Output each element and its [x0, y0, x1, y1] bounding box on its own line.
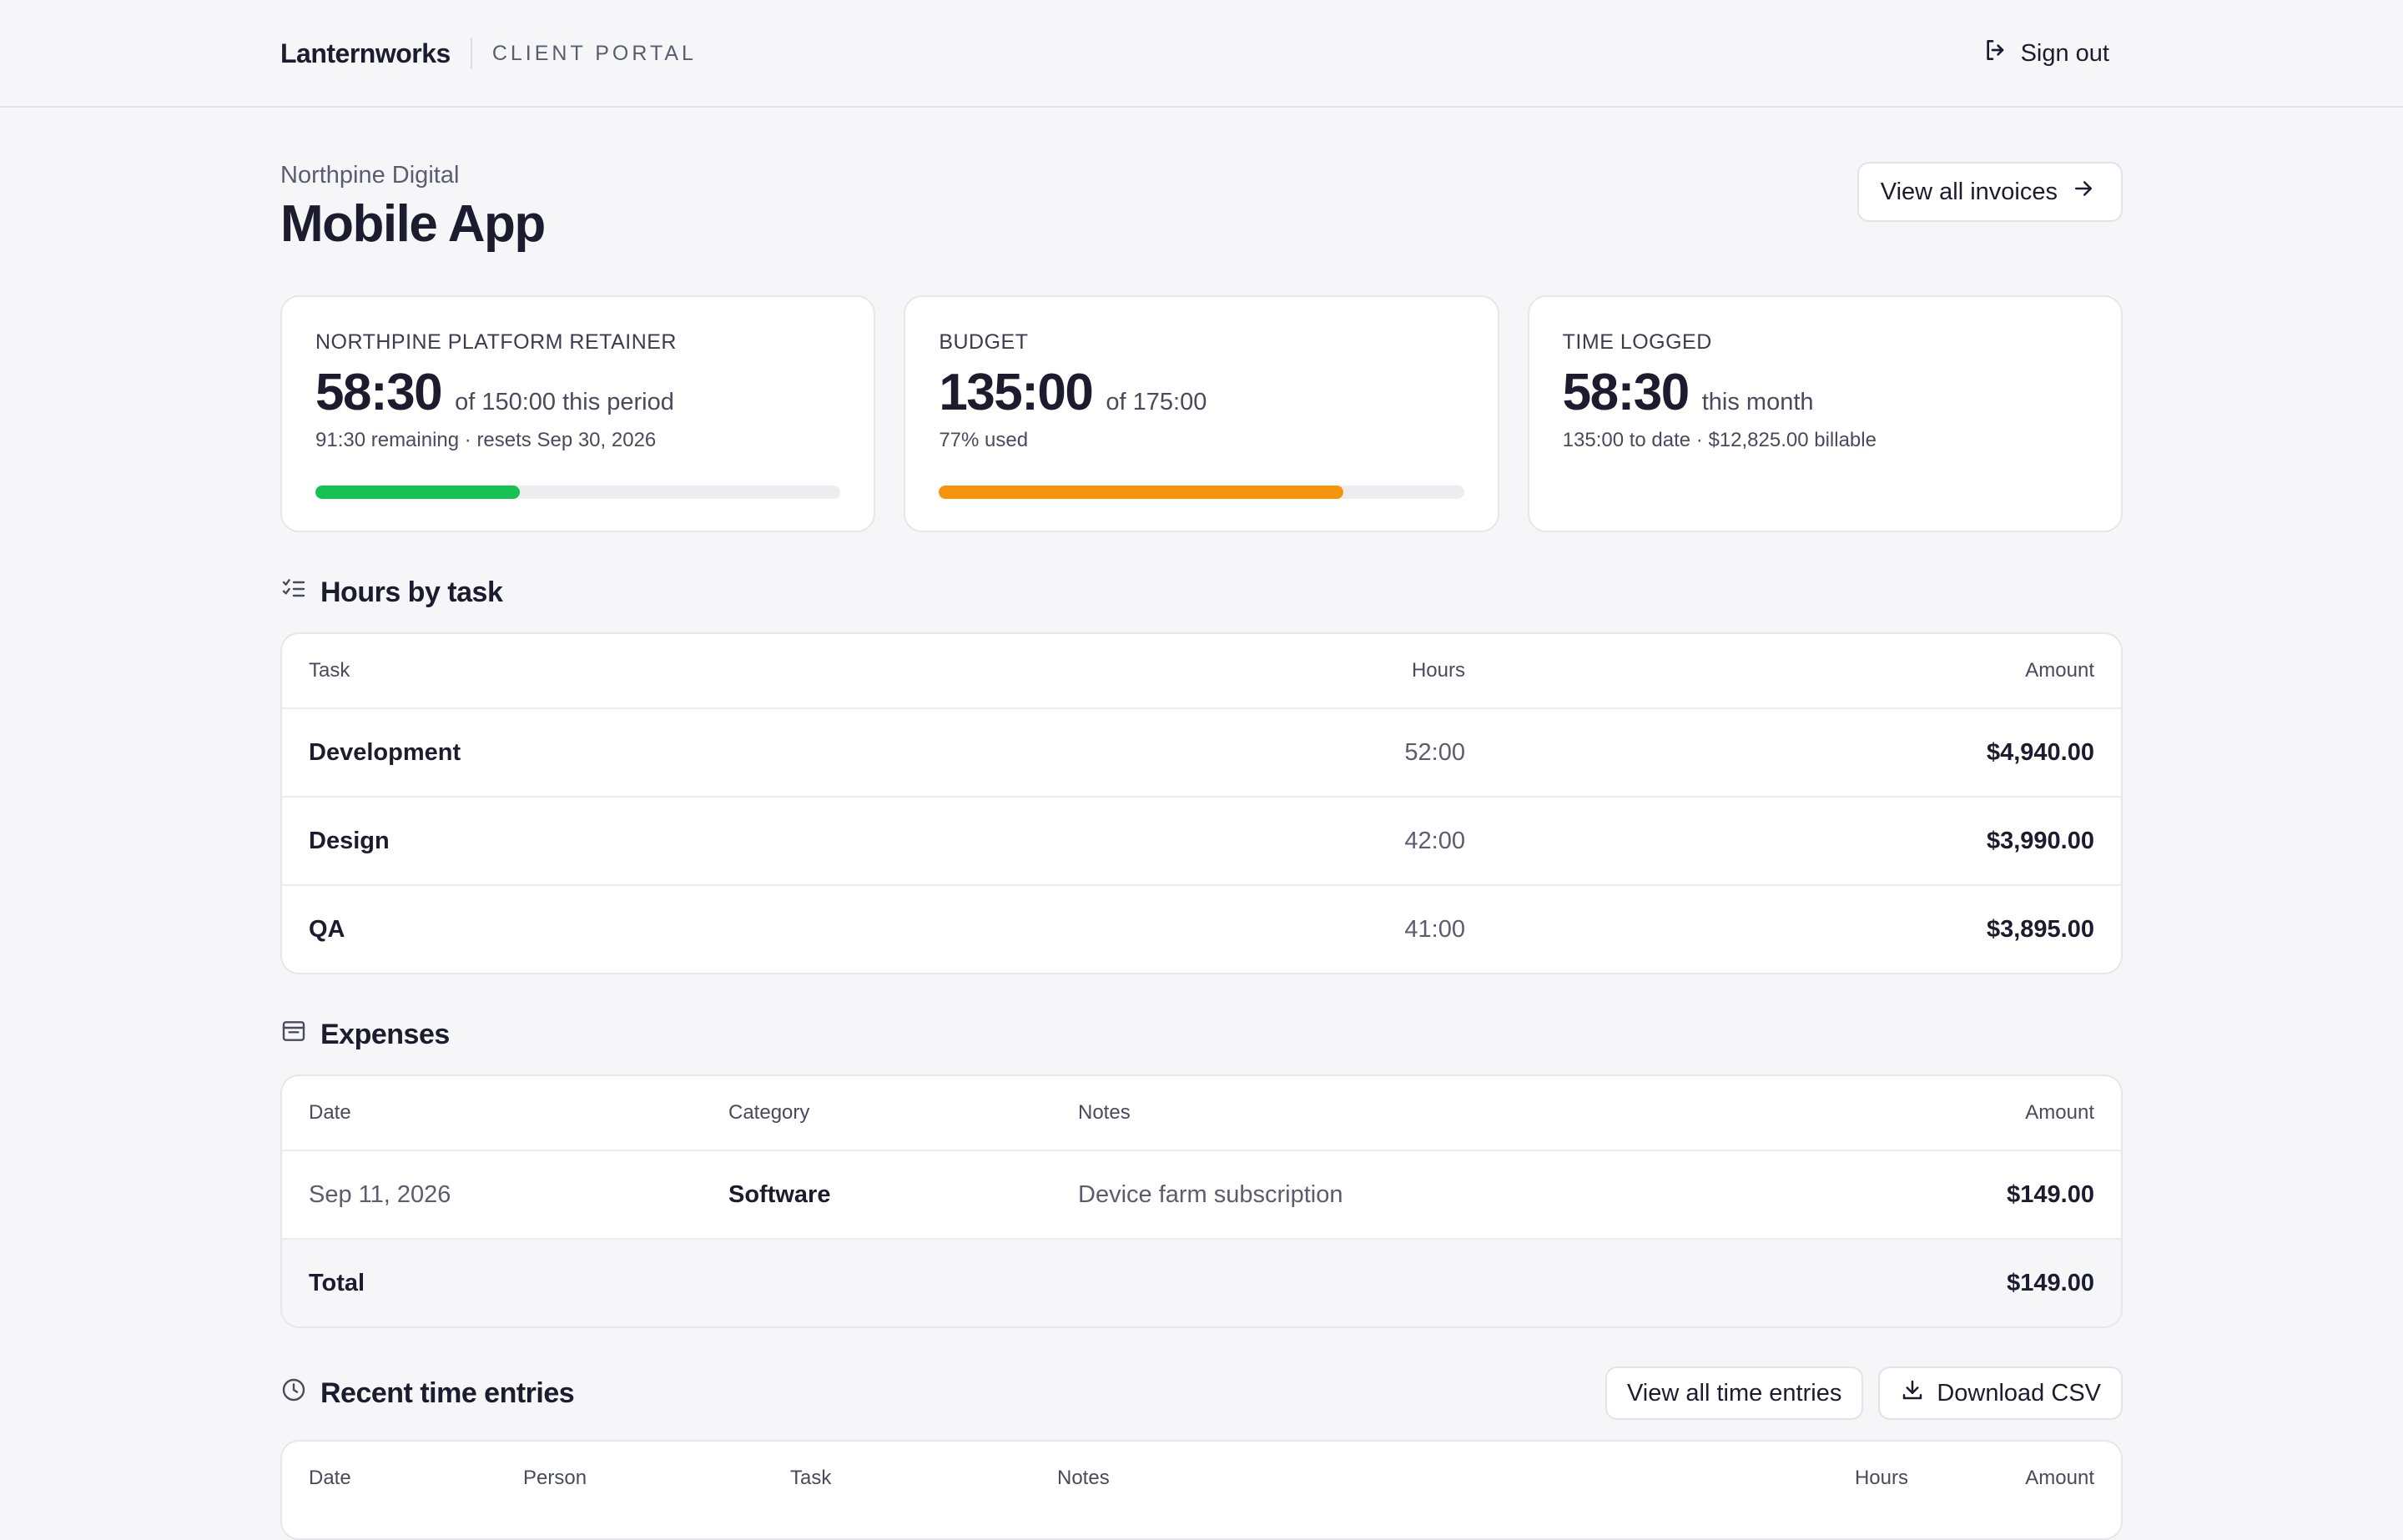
download-csv-label: Download CSV — [1937, 1379, 2101, 1407]
table-header-row: Date Category Notes Amount — [282, 1076, 2121, 1150]
time-logged-suffix: this month — [1701, 389, 1814, 415]
expense-amount: $149.00 — [2007, 1180, 2094, 1208]
top-bar: Lanternworks CLIENT PORTAL Sign out — [0, 0, 2403, 108]
hours-by-task-heading: Hours by task — [280, 576, 503, 610]
recent-time-entries-table: Date Person Task Notes Hours Amount — [280, 1440, 2123, 1540]
budget-progress-fill — [939, 486, 1343, 499]
client-name: Northpine Digital — [280, 162, 460, 189]
budget-suffix: of 175:00 — [1106, 389, 1207, 415]
retainer-progress-fill — [315, 486, 521, 499]
budget-card: BUDGET 135:00 of 175:00 77% used — [904, 295, 1499, 532]
total-row: Total $149.00 — [282, 1238, 2121, 1326]
task-hours: 52:00 — [1404, 738, 1465, 766]
clock-icon — [280, 1376, 307, 1411]
column-header-category[interactable]: Category — [728, 1101, 810, 1124]
recent-time-entries-heading: Recent time entries — [280, 1376, 575, 1411]
retainer-value: 58:30 — [315, 364, 443, 421]
budget-value: 135:00 — [939, 364, 1094, 421]
table-row: QA 41:00 $3,895.00 — [282, 884, 2121, 973]
view-all-time-entries-button[interactable]: View all time entries — [1605, 1366, 1864, 1420]
task-hours: 41:00 — [1404, 915, 1465, 943]
column-header-amount[interactable]: Amount — [2025, 659, 2094, 682]
table-row: Development 52:00 $4,940.00 — [282, 707, 2121, 796]
expense-notes: Device farm subscription — [1078, 1180, 1343, 1208]
table-row: Sep 11, 2026 Software Device farm subscr… — [282, 1150, 2121, 1238]
total-label: Total — [309, 1269, 365, 1296]
page-title: Mobile App — [280, 195, 546, 253]
time-logged-label: TIME LOGGED — [1562, 330, 1712, 354]
retainer-subtext: 91:30 remaining · resets Sep 30, 2026 — [315, 429, 657, 451]
expense-category: Software — [728, 1180, 831, 1208]
view-all-invoices-label: View all invoices — [1880, 178, 2058, 205]
view-all-time-entries-label: View all time entries — [1626, 1379, 1842, 1407]
column-header-amount[interactable]: Amount — [2025, 1467, 2094, 1489]
task-amount: $3,895.00 — [1986, 915, 2094, 943]
budget-subtext: 77% used — [939, 429, 1029, 451]
task-amount: $3,990.00 — [1986, 827, 2094, 854]
total-amount: $149.00 — [2007, 1269, 2094, 1296]
checklist-icon — [280, 576, 307, 610]
budget-label: BUDGET — [939, 330, 1029, 354]
hours-by-task-table: Task Hours Amount Development 52:00 $4,9… — [280, 632, 2123, 974]
table-row: Design 42:00 $3,990.00 — [282, 796, 2121, 884]
expenses-heading: Expenses — [280, 1018, 450, 1052]
retainer-suffix: of 150:00 this period — [455, 389, 674, 415]
column-header-date[interactable]: Date — [309, 1101, 351, 1124]
column-header-date[interactable]: Date — [309, 1467, 351, 1489]
task-amount: $4,940.00 — [1986, 738, 2094, 766]
receipt-icon — [280, 1018, 307, 1052]
time-logged-subtext: 135:00 to date · $12,825.00 billable — [1562, 429, 1877, 451]
task-name: QA — [309, 915, 345, 943]
portal-label: CLIENT PORTAL — [491, 41, 697, 65]
column-header-hours[interactable]: Hours — [1411, 659, 1465, 682]
expenses-table: Date Category Notes Amount Sep 11, 2026 … — [280, 1074, 2123, 1328]
column-header-hours[interactable]: Hours — [1854, 1467, 1908, 1489]
table-header-row: Date Person Task Notes Hours Amount — [282, 1442, 2121, 1515]
budget-progress-bar — [939, 486, 1464, 499]
column-header-notes[interactable]: Notes — [1078, 1101, 1131, 1124]
retainer-progress-bar — [315, 486, 841, 499]
task-name: Development — [309, 738, 461, 766]
time-entries-actions: View all time entries Download CSV — [1605, 1366, 2123, 1420]
summary-cards: NORTHPINE PLATFORM RETAINER 58:30 of 150… — [280, 295, 2123, 532]
column-header-notes[interactable]: Notes — [1057, 1467, 1110, 1489]
sign-out-label: Sign out — [2020, 39, 2109, 67]
column-header-person[interactable]: Person — [523, 1467, 587, 1489]
retainer-label: NORTHPINE PLATFORM RETAINER — [315, 330, 677, 354]
brand: Lanternworks CLIENT PORTAL — [280, 37, 697, 70]
brand-name[interactable]: Lanternworks — [280, 38, 451, 68]
column-header-task[interactable]: Task — [309, 659, 350, 682]
retainer-card: NORTHPINE PLATFORM RETAINER 58:30 of 150… — [280, 295, 876, 532]
hours-by-task-title: Hours by task — [320, 576, 503, 608]
download-csv-button[interactable]: Download CSV — [1878, 1366, 2123, 1420]
view-all-invoices-button[interactable]: View all invoices — [1856, 162, 2123, 222]
task-hours: 42:00 — [1404, 827, 1465, 854]
column-header-amount[interactable]: Amount — [2025, 1101, 2094, 1124]
time-logged-value: 58:30 — [1562, 364, 1690, 421]
time-logged-card: TIME LOGGED 58:30 this month 135:00 to d… — [1527, 295, 2123, 532]
task-name: Design — [309, 827, 390, 854]
download-icon — [1900, 1377, 1925, 1409]
page-header: Northpine Digital Mobile App View all in… — [280, 162, 2123, 254]
recent-time-entries-title: Recent time entries — [320, 1377, 575, 1409]
sign-out-icon — [1982, 37, 2009, 70]
table-header-row: Task Hours Amount — [282, 634, 2121, 707]
expense-date: Sep 11, 2026 — [309, 1180, 451, 1208]
arrow-right-icon — [2071, 176, 2096, 208]
brand-divider — [470, 38, 472, 69]
sign-out-button[interactable]: Sign out — [1982, 37, 2109, 70]
expenses-title: Expenses — [320, 1019, 450, 1050]
column-header-task[interactable]: Task — [790, 1467, 832, 1489]
